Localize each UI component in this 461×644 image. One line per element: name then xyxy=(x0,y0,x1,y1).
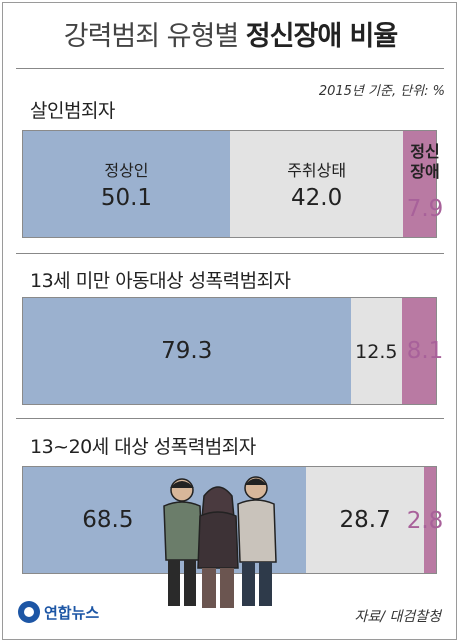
bar-row-child: 79.3 12.5 xyxy=(22,297,437,405)
legend-drunk-label: 주취상태 xyxy=(287,161,347,180)
bar-normal: 정상인 50.1 xyxy=(23,131,230,237)
legend-mental-label: 정신 장애 xyxy=(410,142,440,181)
logo-text: 연합뉴스 xyxy=(44,603,100,622)
bar-drunk: 12.5 xyxy=(350,298,403,404)
bar-mental xyxy=(424,467,436,573)
row-title-teen: 13~20세 대상 성폭력범죄자 xyxy=(30,436,256,458)
unit-note: 2015년 기준, 단위: % xyxy=(318,84,445,99)
data-label-normal: 79.3 xyxy=(161,338,213,364)
section-divider xyxy=(16,253,444,254)
suspect-figure xyxy=(197,486,239,608)
bar-normal: 79.3 xyxy=(23,298,351,404)
title-divider xyxy=(16,68,444,69)
data-label-mental: 8.1 xyxy=(406,338,444,364)
data-label-drunk: 42.0 xyxy=(291,185,343,211)
bar-mental xyxy=(402,298,436,404)
legend-normal-label: 정상인 xyxy=(104,161,149,180)
row-title-child: 13세 미만 아동대상 성폭력범죄자 xyxy=(30,270,291,292)
bar-drunk: 주취상태 42.0 xyxy=(229,131,404,237)
row-title-murder: 살인범죄자 xyxy=(30,100,115,122)
data-label-normal: 68.5 xyxy=(82,507,134,533)
source-note: 자료/ 대검찰청 xyxy=(354,609,441,625)
bar-mental xyxy=(403,131,436,237)
section-divider xyxy=(16,418,444,419)
officer-left-figure xyxy=(163,478,203,606)
logo-mark-icon xyxy=(18,601,40,623)
escort-illustration xyxy=(163,476,277,608)
data-label-drunk: 12.5 xyxy=(355,341,398,363)
data-label-mental: 7.9 xyxy=(406,196,444,222)
data-label-drunk: 28.7 xyxy=(339,507,391,533)
data-label-mental: 2.8 xyxy=(406,508,444,534)
officer-right-figure xyxy=(237,476,277,606)
bar-drunk: 28.7 xyxy=(305,467,425,573)
yonhap-logo: 연합뉴스 xyxy=(18,600,99,624)
page-title: 강력범죄 유형별 정신장애 비율 xyxy=(0,14,461,53)
bar-row-murder: 정상인 50.1 주취상태 42.0 xyxy=(22,130,437,238)
title-main: 강력범죄 유형별 xyxy=(63,21,239,52)
title-emphasis: 정신장애 비율 xyxy=(245,21,398,52)
data-label-normal: 50.1 xyxy=(100,185,153,211)
